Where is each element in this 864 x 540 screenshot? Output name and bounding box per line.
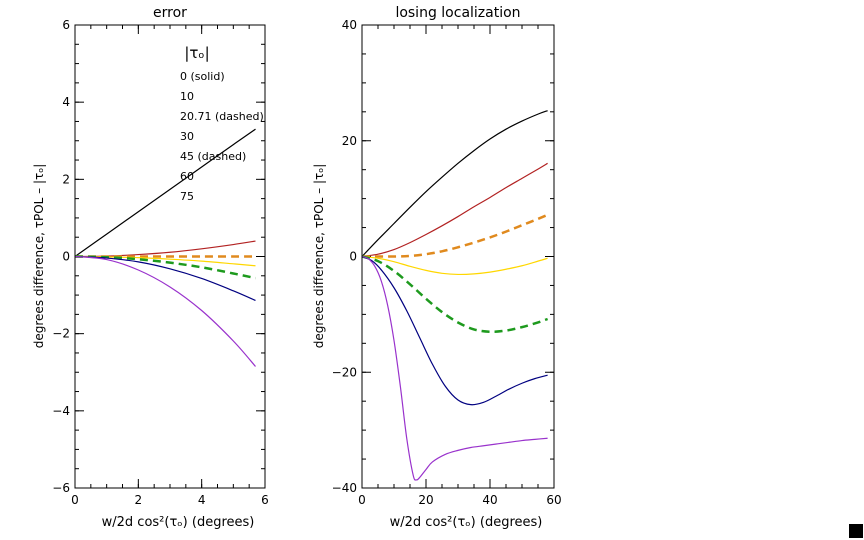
chart-error: error 0 2 4 6 6 4 2 0 −2 −4 −6 w/2d cos²(τₒ) (degr… — [32, 5, 269, 530]
legend-entry: 30 — [180, 130, 194, 143]
series-line-20-71 — [361, 213, 549, 258]
y-tick-label: 6 — [62, 18, 70, 32]
series-line-60 — [74, 255, 256, 302]
legend-entry: 0 (solid) — [180, 70, 225, 83]
y-tick-label: −4 — [52, 404, 70, 418]
y-axis-label: degrees difference, τPOL – |τₒ| — [312, 164, 326, 348]
legend-entry: 60 — [180, 170, 194, 183]
legend-title: |τₒ| — [184, 44, 209, 62]
y-tick-label: 4 — [62, 95, 70, 109]
series-line-30 — [361, 255, 548, 276]
x-tick-label: 60 — [546, 493, 561, 507]
series-group — [361, 110, 549, 481]
tick-group: 0 2 4 6 6 4 2 0 −2 −4 −6 — [52, 18, 269, 507]
corner-marker — [849, 524, 863, 538]
plot-frame — [361, 24, 555, 489]
x-tick-label: 6 — [261, 493, 269, 507]
series-line-0 — [361, 110, 548, 257]
y-tick-label: 20 — [342, 134, 357, 148]
tick-group: 0 20 40 60 40 20 0 −20 −40 — [332, 18, 562, 507]
series-line-75 — [361, 255, 548, 481]
y-tick-label: 40 — [342, 18, 357, 32]
chart-title: error — [153, 5, 187, 21]
x-tick-label: 0 — [358, 493, 366, 507]
y-tick-label: −6 — [52, 481, 70, 495]
plot-frame — [74, 24, 266, 489]
x-axis-label: w/2d cos²(τₒ) (degrees) — [390, 515, 543, 530]
y-axis-label: degrees difference, τPOL – |τₒ| — [32, 164, 46, 348]
legend-entry: 20.71 (dashed) — [180, 110, 264, 123]
series-line-0 — [74, 128, 256, 257]
y-tick-label: −20 — [332, 365, 357, 379]
series-group — [74, 128, 256, 367]
y-tick-label: 0 — [349, 250, 357, 264]
series-line-45 — [361, 255, 549, 334]
legend-entry: 45 (dashed) — [180, 150, 246, 163]
x-tick-label: 4 — [198, 493, 206, 507]
x-tick-label: 40 — [482, 493, 497, 507]
series-line-10 — [74, 240, 256, 258]
x-tick-label: 2 — [135, 493, 143, 507]
chart-title: losing localization — [395, 5, 520, 21]
x-axis-label: w/2d cos²(τₒ) (degrees) — [102, 515, 255, 530]
legend: 0 (solid) 10 20.71 (dashed) 30 45 (dashed) 60… — [180, 70, 264, 203]
chart-losing-localization: losing localization 0 20 40 60 40 20 0 −20 −40 w… — [312, 5, 562, 530]
legend-entry: 10 — [180, 90, 194, 103]
series-line-10 — [361, 162, 548, 258]
x-tick-label: 0 — [71, 493, 79, 507]
legend-entry: 75 — [180, 190, 194, 203]
series-line-45 — [74, 255, 256, 280]
y-tick-label: 0 — [62, 250, 70, 264]
x-tick-label: 20 — [418, 493, 433, 507]
series-line-60 — [361, 255, 548, 406]
y-tick-label: 2 — [62, 172, 70, 186]
y-tick-label: −40 — [332, 481, 357, 495]
y-tick-label: −2 — [52, 327, 70, 341]
series-line-75 — [74, 255, 256, 367]
